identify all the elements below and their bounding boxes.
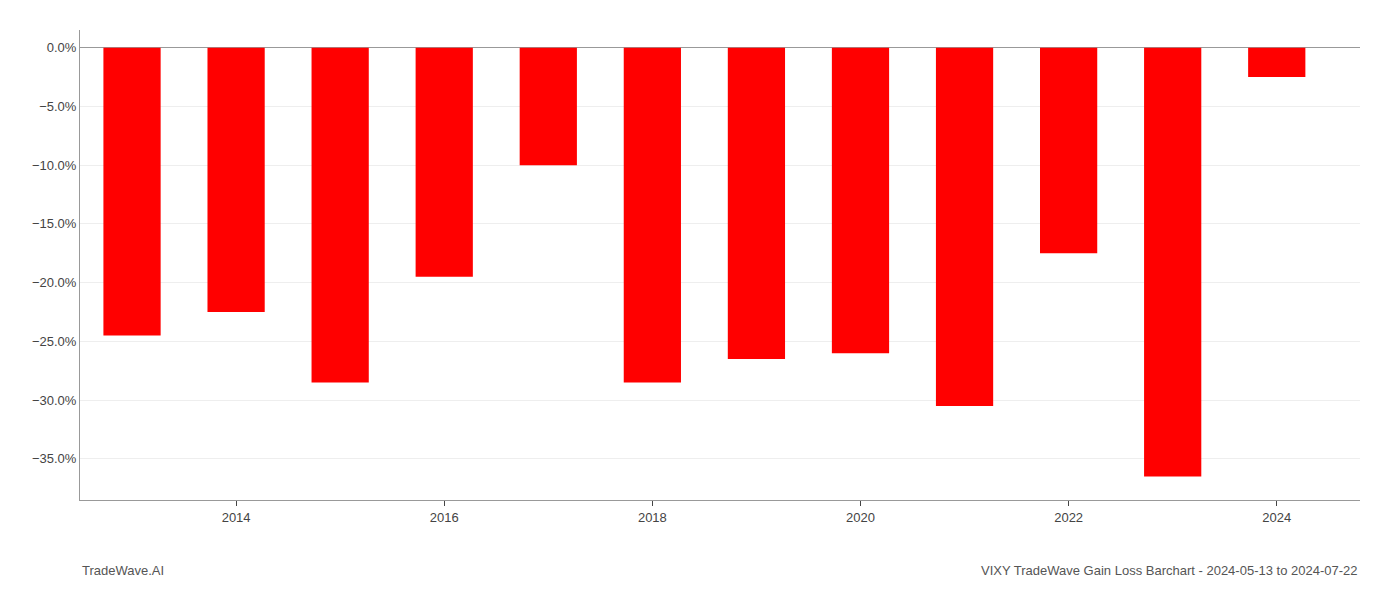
svg-text:−30.0%: −30.0% (32, 393, 77, 408)
svg-text:−25.0%: −25.0% (32, 334, 77, 349)
svg-text:−5.0%: −5.0% (39, 99, 77, 114)
svg-text:2014: 2014 (222, 510, 251, 525)
svg-text:−15.0%: −15.0% (32, 216, 77, 231)
svg-text:2018: 2018 (638, 510, 667, 525)
svg-text:−10.0%: −10.0% (32, 158, 77, 173)
svg-text:−35.0%: −35.0% (32, 451, 77, 466)
svg-text:2020: 2020 (846, 510, 875, 525)
svg-text:TradeWave.AI: TradeWave.AI (82, 563, 164, 578)
svg-text:VIXY TradeWave Gain Loss Barch: VIXY TradeWave Gain Loss Barchart - 2024… (981, 563, 1358, 578)
svg-text:0.0%: 0.0% (47, 40, 77, 55)
svg-text:2022: 2022 (1054, 510, 1083, 525)
svg-text:2024: 2024 (1262, 510, 1291, 525)
svg-text:−20.0%: −20.0% (32, 275, 77, 290)
svg-text:2016: 2016 (430, 510, 459, 525)
